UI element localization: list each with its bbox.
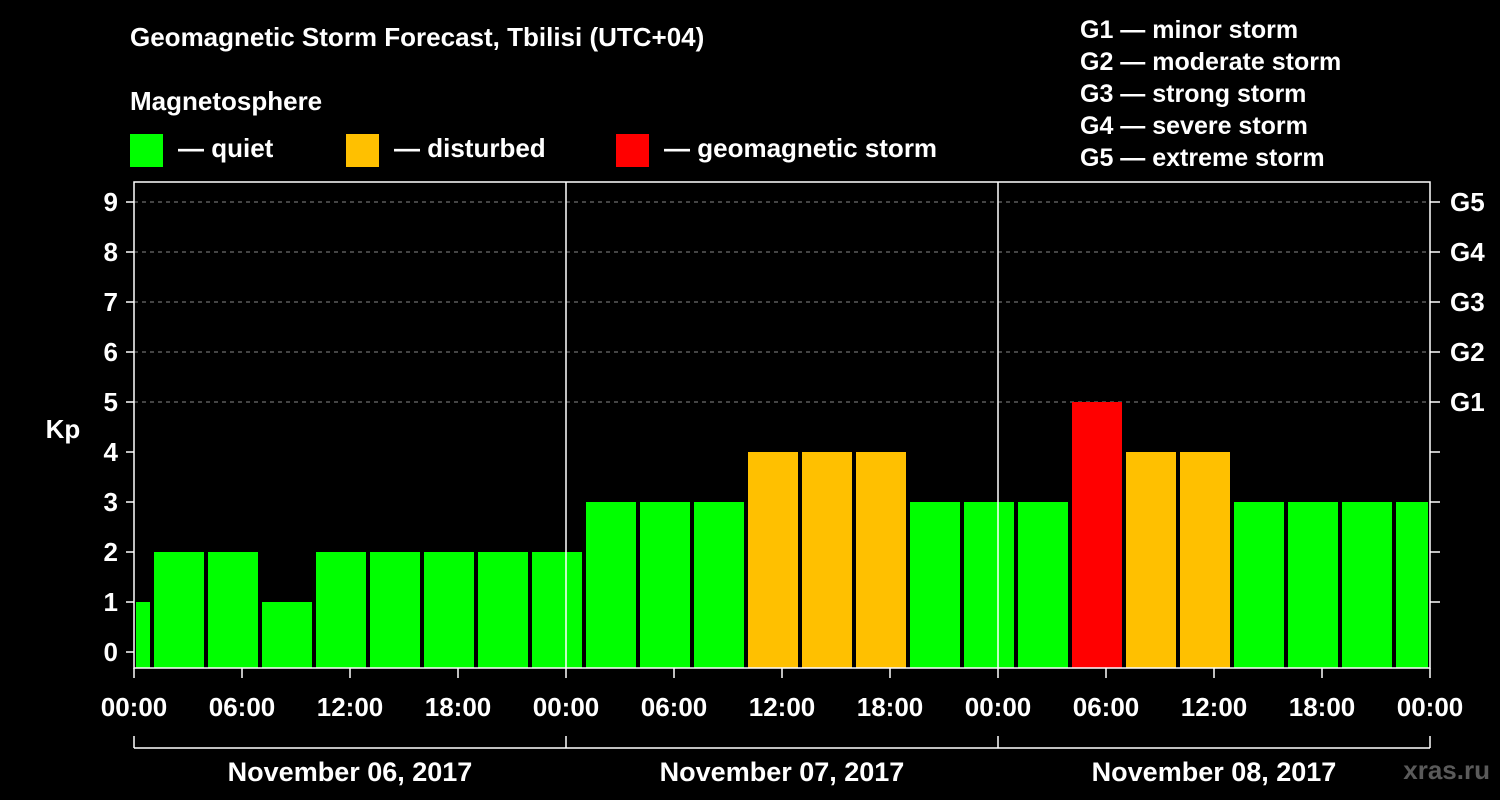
watermark: xras.ru	[1403, 755, 1490, 785]
kp-bar	[136, 602, 150, 668]
x-tick-label: 18:00	[857, 692, 924, 722]
kp-bar	[748, 452, 798, 668]
kp-bar	[532, 552, 582, 668]
g4-legend-item: G4 — severe storm	[1080, 112, 1308, 140]
kp-bar	[1126, 452, 1176, 668]
y-tick-label: 8	[104, 237, 118, 267]
x-tick-label: 12:00	[749, 692, 816, 722]
y-tick-label: 1	[104, 587, 118, 617]
g2-legend-item: G2 — moderate storm	[1080, 48, 1342, 76]
x-tick-label: 12:00	[1181, 692, 1248, 722]
kp-bar	[1072, 402, 1122, 668]
kp-bar	[1342, 502, 1392, 668]
g3-legend-item: G3 — strong storm	[1080, 80, 1307, 108]
y-tick-label: 9	[104, 187, 118, 217]
date-label: November 07, 2017	[660, 757, 905, 787]
x-tick-label: 06:00	[641, 692, 708, 722]
x-tick-label: 06:00	[1073, 692, 1140, 722]
g-scale-label: G3	[1450, 287, 1485, 317]
g-scale-label: G5	[1450, 187, 1485, 217]
x-tick-label: 06:00	[209, 692, 276, 722]
y-tick-label: 4	[104, 437, 119, 467]
x-tick-label: 00:00	[965, 692, 1032, 722]
magnetosphere-title: Magnetosphere	[130, 86, 323, 116]
kp-bar	[694, 502, 744, 668]
x-tick-label: 00:00	[1397, 692, 1464, 722]
kp-bar	[1288, 502, 1338, 668]
x-tick-label: 18:00	[1289, 692, 1356, 722]
x-tick-label: 00:00	[533, 692, 600, 722]
y-tick-label: 6	[104, 337, 118, 367]
kp-bar	[316, 552, 366, 668]
storm-legend-label: — geomagnetic storm	[664, 133, 938, 163]
kp-bar	[586, 502, 636, 668]
kp-bar	[370, 552, 420, 668]
kp-bar	[802, 452, 852, 668]
g-scale-label: G1	[1450, 387, 1485, 417]
kp-bar	[964, 502, 1014, 668]
g-scale-legend: G1 — minor storm G2 — moderate storm G3 …	[1080, 14, 1341, 174]
disturbed-swatch	[346, 134, 379, 167]
x-tick-label: 00:00	[101, 692, 168, 722]
g1-legend-item: G1 — minor storm	[1080, 16, 1299, 44]
kp-bar	[478, 552, 528, 668]
kp-bar	[1018, 502, 1068, 668]
g-scale-label: G2	[1450, 337, 1485, 367]
kp-bar	[640, 502, 690, 668]
kp-bar	[262, 602, 312, 668]
kp-bar	[208, 552, 258, 668]
kp-bar	[910, 502, 960, 668]
y-tick-label: 7	[104, 287, 118, 317]
kp-bar	[1234, 502, 1284, 668]
y-tick-label: 5	[104, 387, 118, 417]
kp-bar	[424, 552, 474, 668]
kp-bar	[1396, 502, 1428, 668]
chart-title: Geomagnetic Storm Forecast, Tbilisi (UTC…	[130, 22, 705, 52]
y-tick-label: 0	[104, 637, 118, 667]
g5-legend-item: G5 — extreme storm	[1080, 144, 1325, 172]
y-tick-label: 3	[104, 487, 118, 517]
y-axis-label: Kp	[46, 414, 81, 444]
quiet-legend-label: — quiet	[178, 133, 274, 163]
date-label: November 06, 2017	[228, 757, 473, 787]
kp-bar	[154, 552, 204, 668]
quiet-swatch	[130, 134, 163, 167]
storm-swatch	[616, 134, 649, 167]
x-tick-label: 18:00	[425, 692, 492, 722]
date-label: November 08, 2017	[1092, 757, 1337, 787]
g-scale-label: G4	[1450, 237, 1485, 267]
kp-bar	[1180, 452, 1230, 668]
kp-bar	[856, 452, 906, 668]
disturbed-legend-label: — disturbed	[394, 133, 546, 163]
x-tick-label: 12:00	[317, 692, 384, 722]
y-tick-label: 2	[104, 537, 118, 567]
